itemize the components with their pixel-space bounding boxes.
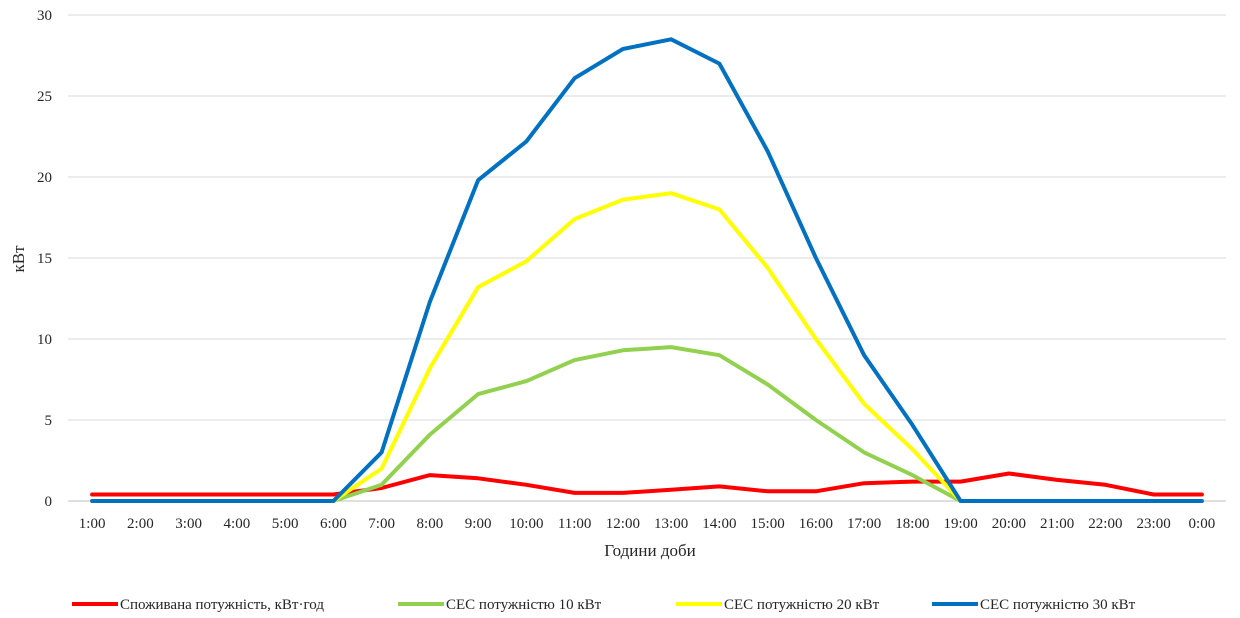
- x-tick-label: 2:00: [127, 516, 154, 532]
- x-tick-label: 10:00: [509, 516, 543, 532]
- x-tick-label: 20:00: [992, 516, 1026, 532]
- x-tick-label: 0:00: [1189, 516, 1216, 532]
- series-lines: [90, 37, 1204, 503]
- x-tick-label: 13:00: [654, 516, 688, 532]
- y-tick-label: 25: [37, 89, 52, 105]
- y-axis-ticks: 0 5 10 15 20 25 30: [37, 8, 52, 510]
- legend-label: Споживана потужність, кВт·год: [120, 597, 324, 613]
- x-axis-ticks: 1:00 2:00 3:00 4:00 5:00 6:00 7:00 8:00 9:00 10:0…: [79, 516, 1215, 532]
- legend-label: СЕС потужністю 30 кВт: [980, 597, 1136, 613]
- y-tick-label: 10: [37, 332, 52, 348]
- x-tick-label: 1:00: [79, 516, 106, 532]
- x-tick-label: 18:00: [895, 516, 929, 532]
- x-tick-label: 16:00: [799, 516, 833, 532]
- y-tick-label: 15: [37, 251, 52, 267]
- x-tick-label: 14:00: [702, 516, 736, 532]
- y-axis-title: кВт: [9, 245, 28, 273]
- gridlines: [68, 14, 1226, 502]
- series-line-4: [90, 37, 1204, 503]
- x-tick-label: 9:00: [465, 516, 492, 532]
- y-tick-label: 5: [45, 413, 53, 429]
- x-tick-label: 23:00: [1137, 516, 1171, 532]
- y-tick-label: 30: [37, 8, 52, 24]
- legend: Споживана потужність, кВт·год СЕС потужні…: [72, 597, 1136, 613]
- x-tick-label: 6:00: [320, 516, 347, 532]
- x-tick-label: 5:00: [272, 516, 299, 532]
- y-tick-label: 0: [45, 494, 53, 510]
- x-tick-label: 15:00: [751, 516, 785, 532]
- series-line-1: [90, 471, 1204, 497]
- x-tick-label: 12:00: [606, 516, 640, 532]
- legend-label: СЕС потужністю 10 кВт: [446, 597, 602, 613]
- x-tick-label: 3:00: [175, 516, 202, 532]
- y-tick-label: 20: [37, 170, 52, 186]
- x-tick-label: 4:00: [224, 516, 251, 532]
- x-tick-label: 19:00: [944, 516, 978, 532]
- x-tick-label: 21:00: [1040, 516, 1074, 532]
- x-tick-label: 17:00: [847, 516, 881, 532]
- x-tick-label: 11:00: [558, 516, 592, 532]
- x-tick-label: 8:00: [417, 516, 444, 532]
- x-tick-label: 7:00: [368, 516, 395, 532]
- x-axis-title: Години доби: [604, 541, 695, 560]
- x-tick-label: 22:00: [1088, 516, 1122, 532]
- legend-label: СЕС потужністю 20 кВт: [724, 597, 880, 613]
